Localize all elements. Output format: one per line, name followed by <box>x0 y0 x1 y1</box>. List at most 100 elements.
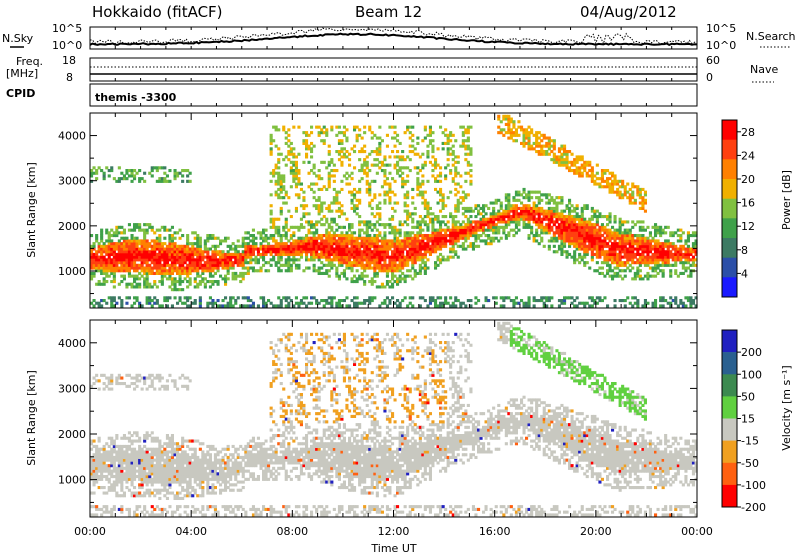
heatmap-cell <box>480 212 483 215</box>
heatmap-cell <box>171 234 174 237</box>
heatmap-cell <box>285 234 288 237</box>
heatmap-cell <box>201 272 204 275</box>
heatmap-cell <box>287 139 290 142</box>
heatmap-cell <box>120 172 123 175</box>
heatmap-cell <box>123 231 126 234</box>
heatmap-cell <box>606 169 609 172</box>
heatmap-cell <box>426 155 429 158</box>
heatmap-cell <box>502 231 505 234</box>
heatmap-cell <box>179 277 182 280</box>
heatmap-cell <box>174 283 177 286</box>
heatmap-cell <box>507 115 510 118</box>
heatmap-cell <box>158 261 161 264</box>
heatmap-cell <box>507 202 510 205</box>
heatmap-cell <box>138 169 141 172</box>
heatmap-cell <box>98 440 101 443</box>
heatmap-cell <box>517 223 520 226</box>
heatmap-cell <box>297 304 300 307</box>
heatmap-cell <box>300 253 303 256</box>
heatmap-cell <box>163 177 166 180</box>
heatmap-cell <box>528 134 531 137</box>
heatmap-cell <box>619 229 622 232</box>
heatmap-cell <box>500 202 503 205</box>
heatmap-cell <box>277 172 280 175</box>
cpid-panel <box>90 84 697 106</box>
heatmap-cell <box>351 172 354 175</box>
heatmap-cell <box>373 196 376 199</box>
heatmap-cell <box>358 191 361 194</box>
heatmap-cell <box>358 188 361 191</box>
heatmap-cell <box>179 283 182 286</box>
heatmap-cell <box>439 172 442 175</box>
heatmap-cell <box>358 128 361 131</box>
heatmap-cell <box>424 264 427 267</box>
heatmap-cell <box>297 126 300 129</box>
heatmap-cell <box>153 296 156 299</box>
heatmap-cell <box>330 267 333 270</box>
heatmap-cell <box>442 193 445 196</box>
heatmap-cell <box>598 231 601 234</box>
heatmap-cell <box>411 218 414 221</box>
heatmap-cell <box>679 239 682 242</box>
heatmap-cell <box>474 302 477 305</box>
heatmap-cell <box>510 137 513 140</box>
heatmap-cell <box>555 250 558 253</box>
heatmap-cell <box>305 256 308 259</box>
heatmap-cell <box>343 212 346 215</box>
heatmap-cell <box>421 166 424 169</box>
heatmap-cell <box>444 174 447 177</box>
heatmap-cell <box>356 139 359 142</box>
heatmap-cell <box>100 237 103 240</box>
heatmap-cell <box>338 126 341 129</box>
heatmap-cell <box>391 272 394 275</box>
heatmap-cell <box>373 223 376 226</box>
heatmap-cell <box>368 204 371 207</box>
heatmap-cell <box>394 137 397 140</box>
heatmap-cell <box>186 245 189 248</box>
heatmap-cell <box>373 296 376 299</box>
heatmap-cell <box>290 166 293 169</box>
heatmap-cell <box>469 223 472 226</box>
heatmap-cell <box>234 299 237 302</box>
heatmap-cell <box>252 253 255 256</box>
nave-tick-top: 60 <box>706 54 720 67</box>
heatmap-cell <box>158 237 161 240</box>
heatmap-cell <box>485 204 488 207</box>
heatmap-cell <box>576 296 579 299</box>
heatmap-cell <box>469 153 472 156</box>
heatmap-cell <box>252 267 255 270</box>
heatmap-cell <box>270 210 273 213</box>
heatmap-cell <box>328 183 331 186</box>
heatmap-cell <box>662 229 665 232</box>
heatmap-cell <box>581 258 584 261</box>
heatmap-cell <box>477 210 480 213</box>
heatmap-cell <box>280 153 283 156</box>
heatmap-cell <box>153 283 156 286</box>
heatmap-cell <box>399 234 402 237</box>
heatmap-cell <box>560 202 563 205</box>
heatmap-cell <box>214 272 217 275</box>
heatmap-cell <box>168 229 171 232</box>
heatmap-cell <box>528 223 531 226</box>
heatmap-cell <box>467 131 470 134</box>
heatmap-cell <box>649 242 652 245</box>
heatmap-cell <box>275 164 278 167</box>
heatmap-cell <box>517 229 520 232</box>
heatmap-cell <box>548 223 551 226</box>
heatmap-cell <box>426 180 429 183</box>
heatmap-cell <box>133 177 136 180</box>
heatmap-cell <box>404 131 407 134</box>
heatmap-cell <box>399 231 402 234</box>
heatmap-cell <box>548 299 551 302</box>
heatmap-cell <box>404 296 407 299</box>
heatmap-cell <box>388 155 391 158</box>
heatmap-cell <box>611 185 614 188</box>
heatmap-cell <box>596 261 599 264</box>
heatmap-cell <box>457 172 460 175</box>
heatmap-cell <box>340 188 343 191</box>
heatmap-cell <box>439 210 442 213</box>
heatmap-cell <box>442 196 445 199</box>
heatmap-cell <box>452 180 455 183</box>
heatmap-cell <box>578 253 581 256</box>
heatmap-cell <box>591 169 594 172</box>
